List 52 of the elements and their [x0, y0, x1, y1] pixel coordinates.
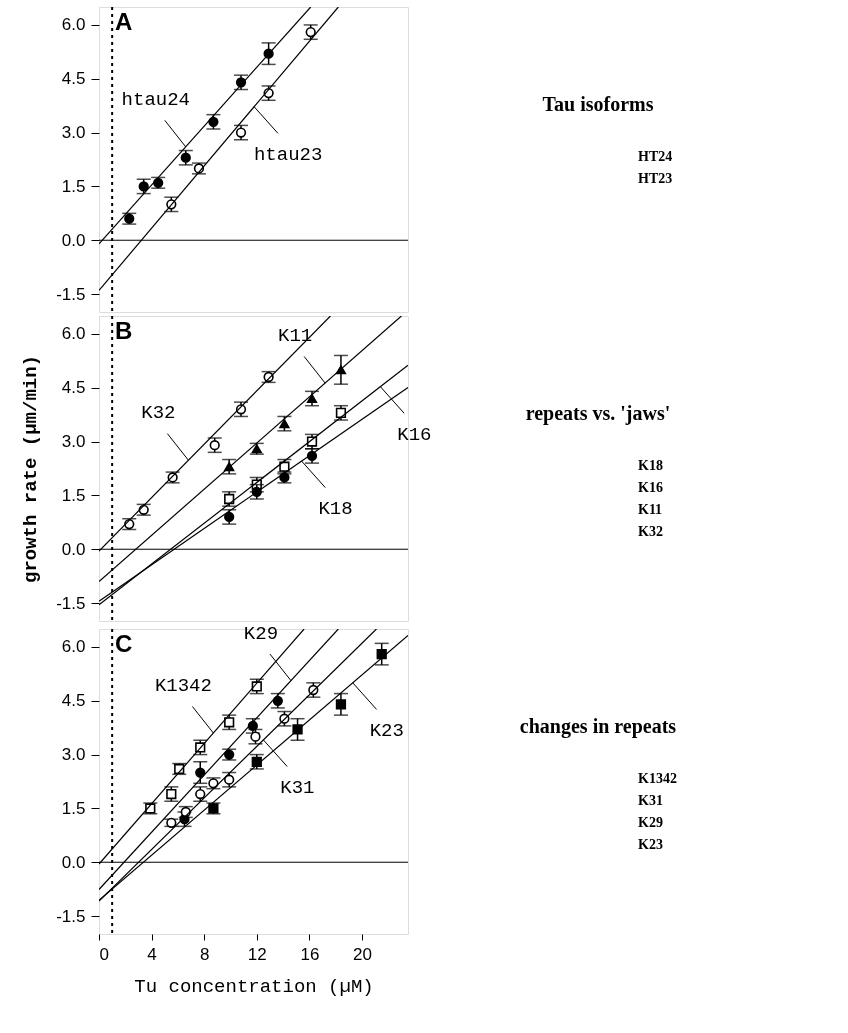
x-axis-title: Tu concentration (µM) [134, 975, 374, 998]
y-tick-label: 0.0 [61, 852, 86, 872]
chart-title: A [115, 8, 133, 35]
x-tick-label: 0 [99, 944, 109, 964]
annotation: K18 [318, 497, 353, 520]
y-tick-label: 1.5 [61, 485, 86, 505]
y-tick-label: 1.5 [61, 176, 86, 196]
y-tick-label: 6.0 [61, 15, 86, 35]
y-tick-label: 6.0 [61, 324, 86, 344]
annotation: K29 [243, 622, 279, 645]
text: K18 [638, 457, 663, 473]
chart-title: C [115, 630, 133, 657]
y-tick-label: 4.5 [61, 378, 86, 398]
y-tick-label: 6.0 [61, 637, 86, 657]
text: HT23 [638, 170, 673, 186]
text: changes in repeats [519, 714, 677, 738]
text: K31 [638, 792, 663, 808]
text: K11 [638, 501, 663, 517]
y-tick-label: 3.0 [61, 432, 86, 452]
text: Tau isoforms [542, 92, 654, 115]
annotation: K16 [397, 423, 432, 446]
text: HT24 [638, 148, 673, 164]
y-tick-label: 4.5 [61, 69, 86, 89]
text: K29 [638, 814, 663, 830]
y-axis-title: growth rate (µm/min) [20, 354, 43, 584]
x-tick-label: 16 [300, 944, 320, 964]
x-tick-label: 8 [199, 944, 210, 964]
y-tick-label: 3.0 [61, 123, 86, 143]
text: K32 [638, 523, 663, 539]
y-tick-label: 3.0 [61, 745, 86, 765]
y-tick-label: 1.5 [61, 798, 86, 818]
x-tick-label: 4 [147, 944, 157, 964]
y-tick-label: -1.5 [56, 284, 86, 304]
y-tick-label: 4.5 [61, 691, 86, 711]
y-tick-label: 0.0 [61, 230, 86, 250]
text: K1342 [638, 770, 677, 786]
x-tick-label: 12 [247, 944, 267, 964]
y-tick-label: -1.5 [56, 593, 86, 613]
text: K16 [638, 479, 663, 495]
annotation: K32 [141, 402, 176, 425]
annotation: htau23 [253, 143, 323, 166]
text: repeats vs. 'jaws' [525, 401, 671, 425]
annotation: K1342 [154, 675, 212, 698]
annotation: K11 [278, 325, 313, 348]
y-tick-label: 0.0 [61, 539, 86, 559]
annotation: K23 [369, 719, 404, 742]
y-tick-label: -1.5 [56, 906, 86, 926]
annotation: K31 [280, 776, 315, 799]
text: K23 [638, 836, 663, 852]
chart-title: B [115, 317, 133, 344]
annotation: htau24 [121, 88, 190, 111]
x-tick-label: 20 [353, 944, 372, 964]
